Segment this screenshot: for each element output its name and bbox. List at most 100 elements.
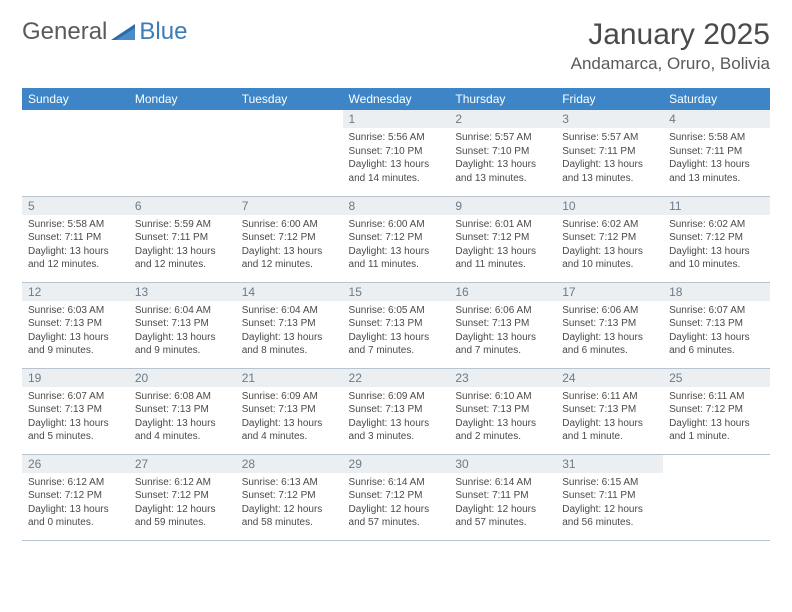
day-details: Sunrise: 6:05 AMSunset: 7:13 PMDaylight:… (343, 301, 450, 362)
calendar-cell: 1Sunrise: 5:56 AMSunset: 7:10 PMDaylight… (343, 110, 450, 196)
calendar-cell: 11Sunrise: 6:02 AMSunset: 7:12 PMDayligh… (663, 196, 770, 282)
sunset-text: Sunset: 7:12 PM (669, 403, 764, 417)
sunset-text: Sunset: 7:11 PM (455, 489, 550, 503)
day-details: Sunrise: 6:09 AMSunset: 7:13 PMDaylight:… (236, 387, 343, 448)
day-number: 5 (22, 197, 129, 215)
calendar-cell: 24Sunrise: 6:11 AMSunset: 7:13 PMDayligh… (556, 368, 663, 454)
sunrise-text: Sunrise: 6:12 AM (135, 476, 230, 490)
day-number: 3 (556, 110, 663, 128)
daylight-text: Daylight: 12 hours and 56 minutes. (562, 503, 657, 530)
daylight-text: Daylight: 13 hours and 12 minutes. (242, 245, 337, 272)
weekday-header-row: Sunday Monday Tuesday Wednesday Thursday… (22, 88, 770, 110)
brand-word-2: Blue (139, 18, 187, 46)
day-details: Sunrise: 5:57 AMSunset: 7:10 PMDaylight:… (449, 128, 556, 189)
daylight-text: Daylight: 13 hours and 4 minutes. (242, 417, 337, 444)
day-number: 18 (663, 283, 770, 301)
brand-word-1: General (22, 18, 107, 46)
daylight-text: Daylight: 13 hours and 1 minute. (669, 417, 764, 444)
daylight-text: Daylight: 13 hours and 11 minutes. (455, 245, 550, 272)
daylight-text: Daylight: 12 hours and 58 minutes. (242, 503, 337, 530)
day-details: Sunrise: 6:12 AMSunset: 7:12 PMDaylight:… (129, 473, 236, 534)
daylight-text: Daylight: 13 hours and 6 minutes. (669, 331, 764, 358)
day-details: Sunrise: 5:58 AMSunset: 7:11 PMDaylight:… (22, 215, 129, 276)
sunrise-text: Sunrise: 6:05 AM (349, 304, 444, 318)
sunrise-text: Sunrise: 6:11 AM (669, 390, 764, 404)
sunrise-text: Sunrise: 5:56 AM (349, 131, 444, 145)
sunset-text: Sunset: 7:10 PM (455, 145, 550, 159)
day-details: Sunrise: 5:58 AMSunset: 7:11 PMDaylight:… (663, 128, 770, 189)
daylight-text: Daylight: 13 hours and 7 minutes. (349, 331, 444, 358)
daylight-text: Daylight: 13 hours and 2 minutes. (455, 417, 550, 444)
sunset-text: Sunset: 7:12 PM (669, 231, 764, 245)
day-number: 7 (236, 197, 343, 215)
sunset-text: Sunset: 7:13 PM (562, 317, 657, 331)
daylight-text: Daylight: 13 hours and 12 minutes. (135, 245, 230, 272)
day-number: 25 (663, 369, 770, 387)
calendar-week-row: 19Sunrise: 6:07 AMSunset: 7:13 PMDayligh… (22, 368, 770, 454)
calendar-table: Sunday Monday Tuesday Wednesday Thursday… (22, 88, 770, 541)
day-details: Sunrise: 5:56 AMSunset: 7:10 PMDaylight:… (343, 128, 450, 189)
sunset-text: Sunset: 7:13 PM (349, 317, 444, 331)
day-number: 16 (449, 283, 556, 301)
calendar-cell: 14Sunrise: 6:04 AMSunset: 7:13 PMDayligh… (236, 282, 343, 368)
sunset-text: Sunset: 7:11 PM (562, 489, 657, 503)
sunset-text: Sunset: 7:13 PM (28, 317, 123, 331)
day-details: Sunrise: 5:59 AMSunset: 7:11 PMDaylight:… (129, 215, 236, 276)
day-number: 6 (129, 197, 236, 215)
day-number: 31 (556, 455, 663, 473)
sunset-text: Sunset: 7:13 PM (135, 403, 230, 417)
day-number: 29 (343, 455, 450, 473)
daylight-text: Daylight: 13 hours and 13 minutes. (562, 158, 657, 185)
daylight-text: Daylight: 13 hours and 3 minutes. (349, 417, 444, 444)
day-number: 22 (343, 369, 450, 387)
sunset-text: Sunset: 7:10 PM (349, 145, 444, 159)
day-number: 21 (236, 369, 343, 387)
day-number: 27 (129, 455, 236, 473)
day-number (22, 110, 129, 128)
calendar-cell: 23Sunrise: 6:10 AMSunset: 7:13 PMDayligh… (449, 368, 556, 454)
sunrise-text: Sunrise: 6:06 AM (562, 304, 657, 318)
brand-triangle-icon (111, 22, 137, 42)
day-number: 26 (22, 455, 129, 473)
sunset-text: Sunset: 7:12 PM (135, 489, 230, 503)
calendar-cell: 10Sunrise: 6:02 AMSunset: 7:12 PMDayligh… (556, 196, 663, 282)
weekday-monday: Monday (129, 88, 236, 110)
sunset-text: Sunset: 7:11 PM (669, 145, 764, 159)
day-details: Sunrise: 6:00 AMSunset: 7:12 PMDaylight:… (236, 215, 343, 276)
day-details: Sunrise: 6:09 AMSunset: 7:13 PMDaylight:… (343, 387, 450, 448)
sunrise-text: Sunrise: 6:03 AM (28, 304, 123, 318)
day-details: Sunrise: 6:01 AMSunset: 7:12 PMDaylight:… (449, 215, 556, 276)
day-details: Sunrise: 6:04 AMSunset: 7:13 PMDaylight:… (129, 301, 236, 362)
daylight-text: Daylight: 13 hours and 7 minutes. (455, 331, 550, 358)
day-details: Sunrise: 6:13 AMSunset: 7:12 PMDaylight:… (236, 473, 343, 534)
day-details: Sunrise: 6:02 AMSunset: 7:12 PMDaylight:… (556, 215, 663, 276)
sunrise-text: Sunrise: 5:57 AM (455, 131, 550, 145)
calendar-cell: 4Sunrise: 5:58 AMSunset: 7:11 PMDaylight… (663, 110, 770, 196)
calendar-cell: 19Sunrise: 6:07 AMSunset: 7:13 PMDayligh… (22, 368, 129, 454)
calendar-cell (129, 110, 236, 196)
brand-logo: General Blue (22, 18, 187, 46)
day-number (236, 110, 343, 128)
sunset-text: Sunset: 7:12 PM (349, 489, 444, 503)
day-number: 30 (449, 455, 556, 473)
day-details: Sunrise: 6:00 AMSunset: 7:12 PMDaylight:… (343, 215, 450, 276)
sunset-text: Sunset: 7:13 PM (135, 317, 230, 331)
day-details: Sunrise: 6:11 AMSunset: 7:12 PMDaylight:… (663, 387, 770, 448)
day-details: Sunrise: 6:02 AMSunset: 7:12 PMDaylight:… (663, 215, 770, 276)
sunset-text: Sunset: 7:12 PM (28, 489, 123, 503)
day-details: Sunrise: 6:12 AMSunset: 7:12 PMDaylight:… (22, 473, 129, 534)
day-number: 17 (556, 283, 663, 301)
calendar-cell: 12Sunrise: 6:03 AMSunset: 7:13 PMDayligh… (22, 282, 129, 368)
daylight-text: Daylight: 13 hours and 0 minutes. (28, 503, 123, 530)
sunrise-text: Sunrise: 6:00 AM (242, 218, 337, 232)
sunset-text: Sunset: 7:13 PM (242, 317, 337, 331)
calendar-cell (22, 110, 129, 196)
sunrise-text: Sunrise: 5:58 AM (28, 218, 123, 232)
day-number: 8 (343, 197, 450, 215)
calendar-cell: 18Sunrise: 6:07 AMSunset: 7:13 PMDayligh… (663, 282, 770, 368)
sunset-text: Sunset: 7:11 PM (135, 231, 230, 245)
calendar-cell: 28Sunrise: 6:13 AMSunset: 7:12 PMDayligh… (236, 454, 343, 540)
day-details: Sunrise: 6:10 AMSunset: 7:13 PMDaylight:… (449, 387, 556, 448)
daylight-text: Daylight: 12 hours and 57 minutes. (349, 503, 444, 530)
sunset-text: Sunset: 7:12 PM (455, 231, 550, 245)
